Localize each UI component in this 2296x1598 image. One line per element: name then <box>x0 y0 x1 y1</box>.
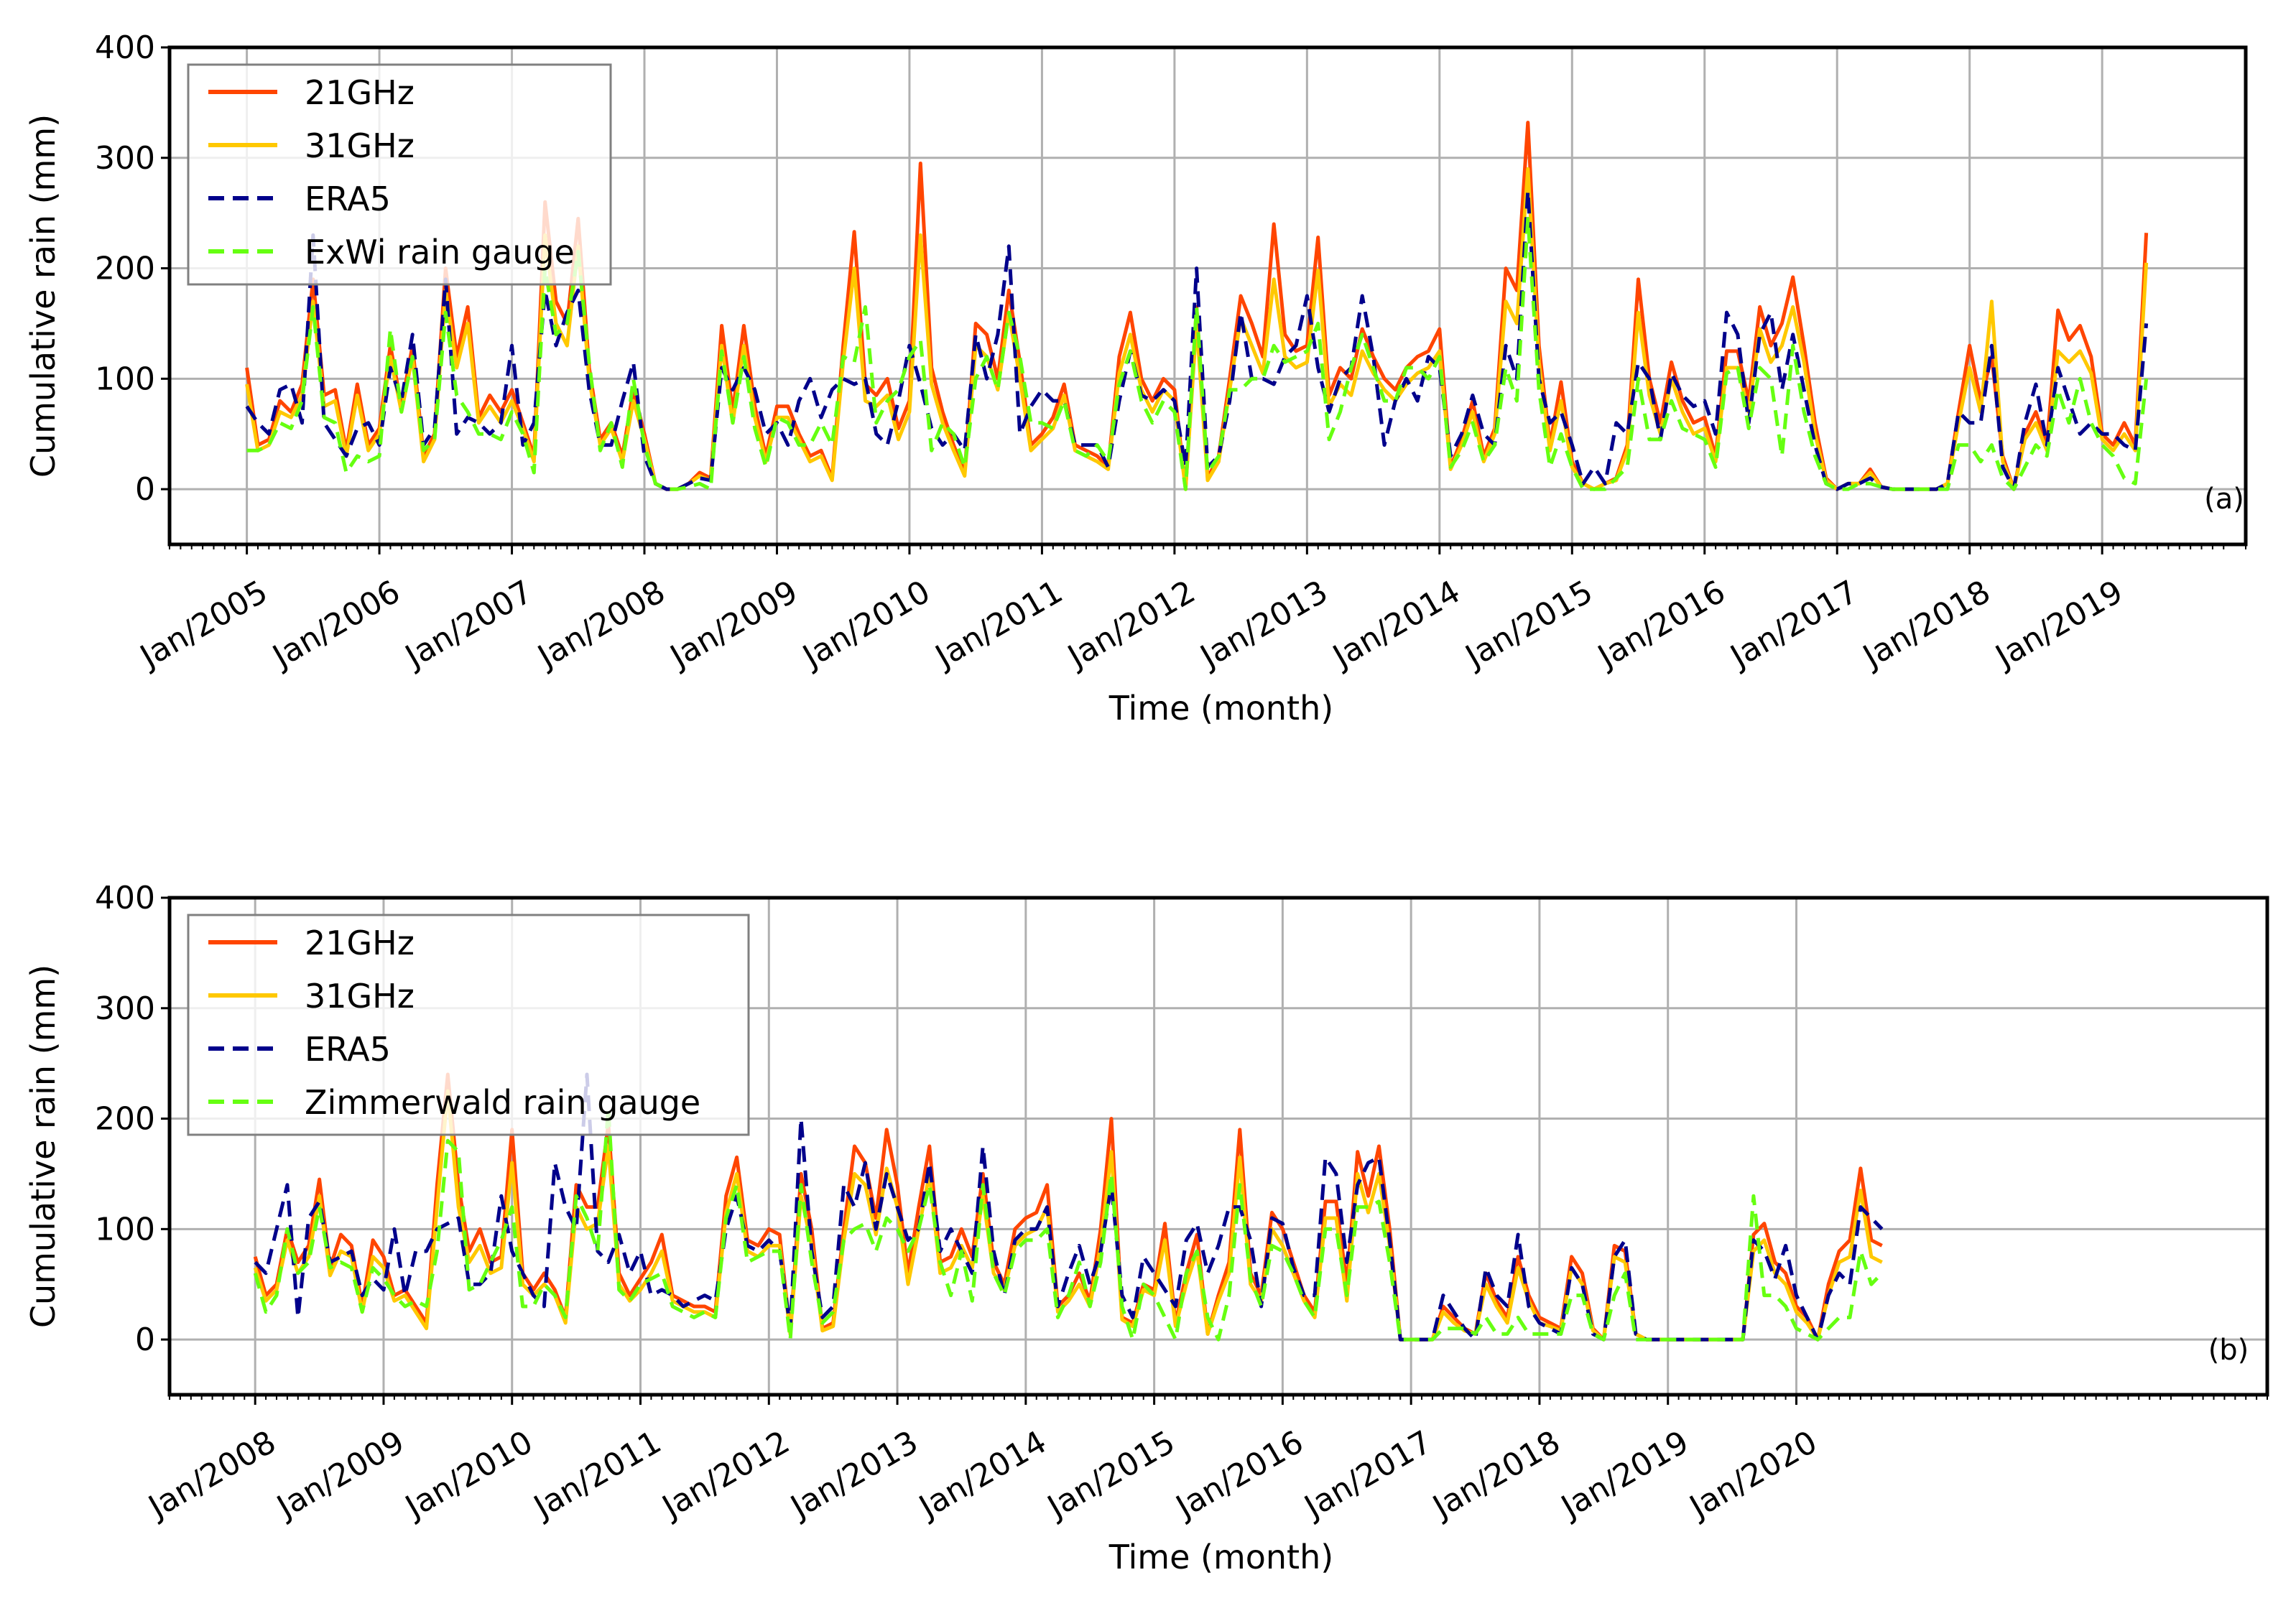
panel-b-xlabel: Time (month) <box>1108 1538 1333 1576</box>
panel-b-legend: 21GHz 31GHz ERA5 Zimmerwald rain gauge <box>187 914 750 1136</box>
series-s31b <box>253 1089 1883 1342</box>
y-tick-label: 0 <box>135 471 155 508</box>
legend-label-gauge: ExWi rain gauge <box>305 233 575 271</box>
legend-label-era5: ERA5 <box>305 1030 391 1069</box>
panel-a-xlabel: Time (month) <box>1108 689 1333 728</box>
legend-label-gauge: Zimmerwald rain gauge <box>305 1083 700 1122</box>
y-tick-label: 0 <box>135 1321 155 1358</box>
panel-b-label: (b) <box>2208 1334 2249 1367</box>
panel-a-ylabel: Cumulative rain (mm) <box>24 114 63 478</box>
panel-b-series <box>253 1072 1884 1342</box>
legend-label-31ghz: 31GHz <box>305 977 415 1016</box>
panel-b-ylabel: Cumulative rain (mm) <box>24 965 63 1328</box>
panel-a-legend: 21GHz 31GHz ERA5 ExWi rain gauge <box>187 63 612 286</box>
panel-a-label: (a) <box>2204 483 2244 516</box>
series-gauge_a <box>246 216 2149 491</box>
y-tick-label: 300 <box>95 140 155 177</box>
legend-label-era5: ERA5 <box>305 180 391 218</box>
series-era5 <box>245 189 2149 491</box>
y-tick-label: 200 <box>95 1101 155 1138</box>
legend-box <box>187 63 612 286</box>
y-tick-label: 400 <box>95 880 155 916</box>
y-tick-label: 200 <box>95 251 155 287</box>
legend-box <box>187 914 750 1136</box>
y-tick-label: 400 <box>95 29 155 66</box>
legend-label-31ghz: 31GHz <box>305 126 415 165</box>
y-tick-label: 100 <box>95 1211 155 1248</box>
legend-label-21ghz: 21GHz <box>305 73 415 112</box>
panel-a-series <box>245 121 2149 491</box>
y-tick-label: 100 <box>95 361 155 397</box>
series-gauge_b <box>253 1105 1884 1342</box>
legend-label-21ghz: 21GHz <box>305 924 415 962</box>
y-tick-label: 300 <box>95 990 155 1027</box>
